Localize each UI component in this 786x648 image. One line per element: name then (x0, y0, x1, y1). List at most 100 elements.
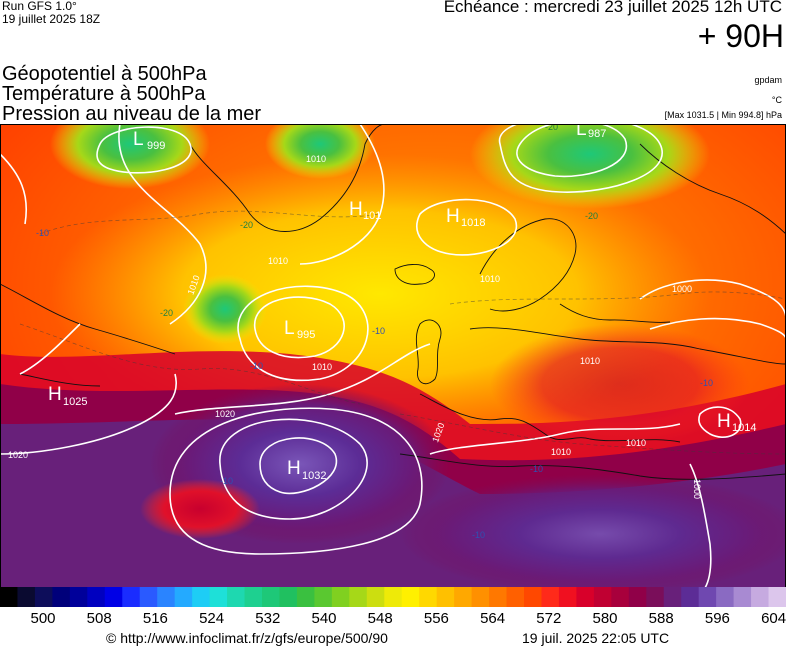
color-swatch (698, 587, 717, 607)
color-scale-bar (0, 587, 786, 607)
color-swatch (401, 587, 420, 607)
color-scale-label: 596 (704, 610, 730, 627)
isotherm-label: -10 (250, 361, 263, 371)
color-swatch (17, 587, 36, 607)
color-swatch (471, 587, 490, 607)
isobar-label: 1010 (312, 362, 332, 372)
africa-purple-core (400, 474, 786, 588)
color-swatch (279, 587, 298, 607)
color-swatch (262, 587, 280, 607)
color-swatch (716, 587, 735, 607)
low-center-west: L (133, 129, 144, 150)
isotherms (19, 210, 786, 455)
forecast-valid-time: Echéance : mercredi 23 juillet 2025 12h … (443, 0, 782, 16)
field-geopotential: Géopotentiel à 500hPa (2, 63, 207, 85)
isotherm-label: -20 (240, 220, 253, 230)
color-swatch (209, 587, 228, 607)
color-swatch (454, 587, 473, 607)
color-swatch (227, 587, 246, 607)
high-value-east: 1014 (732, 422, 756, 434)
color-scale-label: 572 (536, 610, 562, 627)
isobar-label: 1000 (692, 479, 702, 499)
unit-geopotential: gpdam (754, 75, 782, 85)
color-swatch (576, 587, 595, 607)
color-swatch (628, 587, 647, 607)
color-swatch (34, 587, 53, 607)
color-swatch (244, 587, 263, 607)
color-swatch (349, 587, 368, 607)
high-center-azores: H (287, 458, 301, 479)
color-swatch (489, 587, 508, 607)
source-url[interactable]: © http://www.infoclimat.fr/z/gfs/europe/… (106, 630, 388, 646)
color-scale-label: 532 (255, 610, 281, 627)
color-swatch (384, 587, 403, 607)
isobar-label: 1020 (8, 450, 28, 460)
color-swatch (104, 587, 123, 607)
color-swatch (663, 587, 682, 607)
color-swatch (611, 587, 630, 607)
isotherm-label: -10 (530, 464, 543, 474)
color-scale-label: 556 (423, 610, 449, 627)
color-swatch (174, 587, 193, 607)
color-swatch (506, 587, 525, 607)
forecast-hour: + 90H (697, 18, 784, 54)
color-swatch (314, 587, 333, 607)
low-value-north: 987 (588, 128, 606, 140)
color-swatch (296, 587, 315, 607)
field-pressure: Pression au niveau de la mer (2, 103, 262, 125)
isobar-label: 1010 (551, 447, 571, 457)
color-swatch (87, 587, 106, 607)
isobar-label: 1010 (268, 256, 288, 266)
isobar-label: 1000 (672, 284, 692, 294)
color-swatch (122, 587, 141, 607)
weather-map[interactable]: L 999 L 987 H 1018 H 101 L 995 H 1025 H … (0, 124, 786, 588)
isotherm-label: -10 (372, 326, 385, 336)
color-swatch (52, 587, 71, 607)
isobar-label: 1020 (215, 409, 235, 419)
run-label: Run GFS 1.0° (2, 0, 77, 13)
isotherm-label: -10 (220, 476, 233, 486)
color-swatch (733, 587, 752, 607)
unit-temperature: °C (771, 95, 782, 105)
low-center-atlantic: L (284, 318, 295, 339)
low-value-west: 999 (147, 140, 165, 152)
isobar-label: 1010 (306, 154, 326, 164)
isobars (0, 124, 786, 588)
color-swatch (646, 587, 665, 607)
color-swatch (558, 587, 577, 607)
cold-pool-greenland (265, 124, 375, 179)
color-swatch (768, 587, 786, 607)
color-scale-label: 588 (648, 610, 674, 627)
generation-timestamp: 19 juil. 2025 22:05 UTC (522, 630, 670, 646)
color-scale-label: 540 (311, 610, 337, 627)
color-swatch (541, 587, 560, 607)
isotherm-label: -20 (545, 124, 558, 132)
color-swatch (436, 587, 455, 607)
color-swatch (0, 587, 18, 607)
color-scale-label: 604 (761, 610, 786, 627)
color-swatch (593, 587, 612, 607)
color-swatch (331, 587, 350, 607)
red-pocket (140, 479, 260, 539)
color-scale-label: 508 (86, 610, 112, 627)
unit-pressure-range: [Max 1031.5 | Min 994.8] hPa (664, 110, 782, 120)
color-swatch (157, 587, 176, 607)
isotherm-label: -10 (700, 378, 713, 388)
color-swatch (681, 587, 700, 607)
color-scale-label: 524 (199, 610, 225, 627)
low-value-atlantic: 995 (297, 329, 315, 341)
high-center-greenland: H (349, 199, 363, 220)
high-value-azores: 1032 (302, 470, 326, 482)
color-scale-label: 580 (592, 610, 618, 627)
color-scale-label: 500 (30, 610, 56, 627)
color-swatch (524, 587, 542, 607)
color-swatch (139, 587, 158, 607)
isotherm-label: -10 (472, 530, 485, 540)
color-swatch (69, 587, 88, 607)
isobar-label: 1010 (580, 356, 600, 366)
high-value-scandinavia: 1018 (461, 217, 485, 229)
color-swatch (192, 587, 211, 607)
cold-pool-west (50, 124, 210, 189)
high-center-scandinavia: H (446, 206, 460, 227)
color-swatch (366, 587, 385, 607)
